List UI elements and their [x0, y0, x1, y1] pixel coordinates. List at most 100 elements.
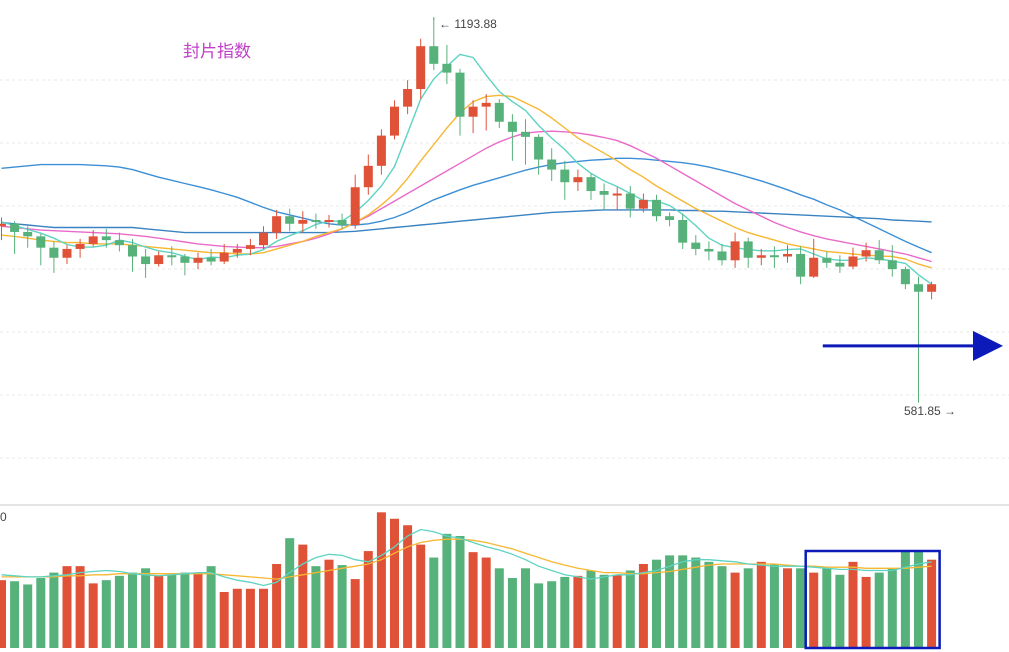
- candle-down: [717, 251, 727, 261]
- candle-up: [861, 250, 871, 257]
- volume-bar: [468, 552, 478, 648]
- volume-bar: [914, 551, 923, 648]
- candle-down: [599, 191, 609, 195]
- volume-bar: [23, 584, 33, 648]
- volume-bar: [285, 538, 295, 648]
- candle-up: [809, 257, 819, 277]
- candle-up: [88, 236, 98, 244]
- volume-bar: [232, 588, 242, 648]
- volume-bar: [717, 566, 727, 648]
- volume-bar: [678, 555, 688, 648]
- candle-down: [36, 236, 46, 248]
- candle-up: [416, 46, 426, 90]
- volume-bar: [429, 557, 439, 648]
- volume-bar: [62, 566, 72, 648]
- ma60-line: [1, 157, 932, 254]
- candle-down: [914, 284, 923, 292]
- candle-down: [311, 219, 321, 222]
- candle-down: [507, 121, 517, 132]
- candle-up: [848, 256, 858, 267]
- moving-average-lines: [1, 53, 933, 285]
- low-price-label: 581.85 →: [904, 404, 956, 418]
- volume-ma-lines: [1, 528, 941, 650]
- vol_ma5-line: [1, 528, 932, 587]
- volume-bar: [180, 572, 190, 648]
- candle-up: [756, 255, 766, 258]
- chart-title: 封片指数: [183, 42, 251, 62]
- candle-down: [769, 255, 779, 258]
- volume-bar: [809, 572, 819, 648]
- volume-bar: [861, 576, 871, 648]
- volume-bar: [219, 592, 229, 648]
- candle-up: [0, 223, 6, 227]
- candle-down: [835, 262, 845, 267]
- volume-bar: [337, 565, 347, 648]
- volume-bar: [730, 572, 740, 648]
- volume-bar: [887, 568, 897, 648]
- candle-down: [337, 219, 347, 226]
- volume-bar: [36, 578, 46, 648]
- volume-bar: [756, 561, 766, 648]
- volume-bar: [783, 568, 792, 648]
- candle-down: [494, 102, 504, 122]
- volume-bar: [141, 568, 151, 648]
- ma20-line: [1, 130, 932, 263]
- candle-down: [128, 245, 137, 257]
- volume-bar: [665, 555, 675, 648]
- volume-bar: [416, 544, 426, 648]
- volume-bar: [101, 580, 111, 648]
- candle-down: [101, 236, 111, 241]
- volume-bar: [245, 588, 255, 648]
- volume-bar: [638, 564, 648, 648]
- candle-down: [23, 231, 33, 237]
- candle-up: [62, 248, 72, 258]
- candle-down: [652, 199, 661, 217]
- candle-up: [324, 219, 334, 222]
- candle-up: [245, 245, 255, 249]
- volume-bar: [743, 568, 753, 648]
- candle-up: [927, 284, 937, 292]
- volume-bar: [586, 570, 596, 648]
- candle-down: [743, 241, 753, 258]
- candle-down: [10, 223, 20, 232]
- candle-up: [481, 102, 491, 107]
- volume-bar: [154, 575, 164, 648]
- volume-bar: [298, 544, 308, 648]
- candle-down: [167, 255, 177, 258]
- candles-group: [0, 17, 937, 403]
- volume-bars: [0, 512, 937, 648]
- candle-down: [285, 216, 295, 224]
- volume-bar: [691, 557, 701, 648]
- volume-bar: [114, 575, 124, 648]
- volume-bar: [507, 578, 517, 648]
- candle-up: [403, 89, 413, 107]
- volume-bar: [0, 580, 6, 648]
- volume-bar: [350, 579, 360, 648]
- volume-bar: [927, 559, 937, 648]
- volume-bar: [521, 568, 530, 648]
- volume-bar: [769, 564, 779, 648]
- candle-down: [560, 169, 570, 183]
- ma5-line: [1, 53, 933, 285]
- volume-bar: [822, 568, 832, 648]
- volume-bar: [494, 568, 504, 648]
- candle-down: [678, 219, 688, 243]
- candle-up: [390, 106, 399, 136]
- volume-bar: [874, 572, 884, 648]
- candle-down: [521, 131, 530, 137]
- candle-down: [429, 46, 439, 64]
- volume-bar: [376, 512, 386, 648]
- candle-down: [874, 250, 884, 261]
- candle-up: [363, 165, 373, 188]
- volume-bar: [167, 574, 177, 648]
- high-price-label: ← 1193.88: [439, 17, 497, 31]
- vol_ma10-line: [1, 538, 932, 580]
- overlay-group: [433, 17, 1003, 361]
- volume-bar: [75, 566, 85, 648]
- volume-bar: [835, 574, 845, 648]
- price-gridlines: [0, 79, 1009, 459]
- candle-up: [232, 248, 242, 253]
- volume-bar: [206, 566, 216, 648]
- volume-bar: [442, 533, 452, 648]
